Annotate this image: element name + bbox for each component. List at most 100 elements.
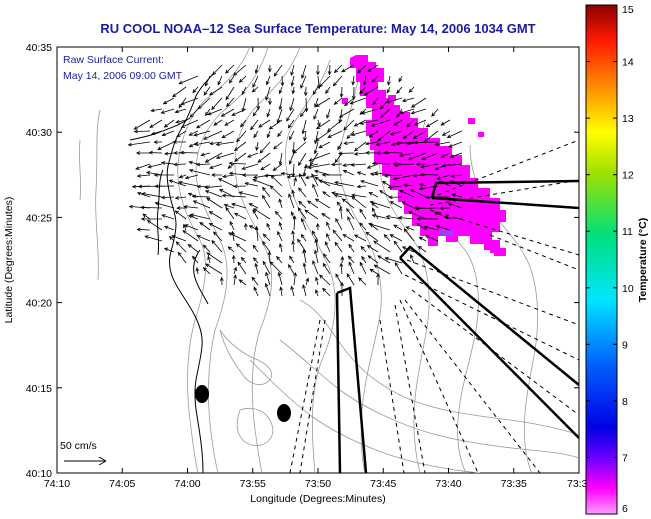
- current-vector: [357, 171, 367, 176]
- current-vector: [212, 64, 223, 75]
- current-vector-head: [383, 174, 389, 178]
- current-vector: [406, 226, 415, 231]
- current-vector-head: [193, 132, 198, 137]
- current-vector-head: [257, 159, 262, 163]
- current-vector: [179, 75, 199, 85]
- current-vector: [181, 119, 199, 128]
- current-vector-head: [266, 133, 271, 139]
- current-vector-head: [394, 261, 399, 267]
- current-vector-head: [209, 165, 214, 169]
- current-vector: [145, 235, 163, 242]
- current-vector-head: [307, 200, 312, 205]
- bathymetry-contours: [79, 47, 579, 473]
- current-vector-head: [315, 289, 319, 294]
- current-vector: [299, 173, 307, 187]
- current-vector: [194, 130, 211, 136]
- current-vector-head: [356, 184, 361, 189]
- current-vector-head: [359, 208, 364, 213]
- current-vector-head: [368, 222, 373, 227]
- current-vector-head: [187, 192, 193, 197]
- current-vector-head: [316, 125, 321, 130]
- current-vector: [293, 216, 296, 231]
- current-vector: [374, 264, 391, 275]
- surface-current-vectors: [127, 64, 463, 297]
- current-vector: [307, 200, 319, 209]
- current-vector: [343, 119, 355, 131]
- current-vector-head: [353, 152, 359, 156]
- current-vector-head: [447, 202, 452, 207]
- current-vector-head: [255, 146, 259, 152]
- current-vector-head: [340, 281, 344, 286]
- current-vector-head: [369, 200, 374, 205]
- current-vector-head: [231, 230, 235, 236]
- current-vector: [252, 75, 259, 88]
- current-vector: [225, 86, 235, 100]
- current-vector-head: [314, 276, 319, 281]
- current-vector-head: [406, 123, 411, 128]
- current-vector-head: [290, 285, 295, 290]
- current-vector: [419, 183, 427, 187]
- current-vector-head: [330, 162, 336, 167]
- current-vector: [434, 211, 451, 220]
- current-vector-head: [303, 137, 307, 142]
- current-vector-head: [135, 166, 140, 170]
- current-vector: [382, 181, 391, 187]
- current-vector: [314, 250, 319, 264]
- current-vector-head: [248, 203, 253, 207]
- current-vector-head: [314, 169, 319, 174]
- current-vector-head: [371, 207, 376, 212]
- current-vector: [162, 214, 175, 220]
- current-vector-head: [288, 193, 292, 198]
- current-vector: [332, 229, 343, 242]
- current-vector: [300, 75, 307, 89]
- current-vector: [448, 141, 463, 148]
- current-vector-head: [393, 163, 398, 167]
- current-vector: [213, 231, 223, 242]
- current-vector: [292, 230, 295, 242]
- current-vector: [309, 152, 331, 162]
- current-vector: [211, 240, 223, 253]
- current-vector: [383, 234, 391, 242]
- current-vector-head: [417, 245, 423, 250]
- current-vector-head: [251, 276, 256, 281]
- current-vector-head: [227, 232, 233, 236]
- current-vector-head: [262, 194, 266, 200]
- current-vector-head: [347, 255, 352, 260]
- current-vector: [334, 242, 343, 253]
- current-vector: [227, 163, 235, 169]
- current-vector: [292, 86, 295, 94]
- current-vector: [234, 213, 247, 220]
- current-vector: [209, 211, 223, 220]
- current-vector-head: [266, 222, 271, 228]
- current-vector-head: [234, 158, 239, 162]
- current-vector: [333, 75, 343, 86]
- current-vector: [277, 231, 283, 242]
- current-vector: [180, 97, 199, 105]
- current-vector-head: [154, 184, 159, 189]
- current-vector-head: [204, 185, 209, 190]
- current-vector-head: [373, 240, 378, 245]
- current-vector-head: [419, 172, 424, 177]
- current-vector-head: [161, 132, 166, 137]
- current-vector-head: [140, 217, 145, 221]
- current-vector: [297, 207, 307, 220]
- current-vector: [426, 119, 439, 128]
- current-vector: [390, 130, 403, 136]
- current-vector: [372, 214, 391, 220]
- x-tick-label: 73:3: [567, 478, 588, 490]
- current-vector-head: [199, 221, 204, 226]
- current-vector: [410, 189, 427, 198]
- current-vector: [198, 97, 211, 109]
- current-vector: [264, 174, 283, 177]
- current-vector-head: [183, 204, 188, 209]
- current-vector-head: [418, 236, 423, 241]
- current-vector: [278, 272, 283, 286]
- current-vector: [300, 234, 307, 242]
- current-vector-head: [440, 121, 445, 126]
- current-vector: [365, 231, 379, 242]
- current-vector-head: [307, 165, 312, 170]
- current-vector: [340, 207, 343, 220]
- current-vector: [314, 141, 319, 154]
- current-vector-head: [353, 122, 358, 127]
